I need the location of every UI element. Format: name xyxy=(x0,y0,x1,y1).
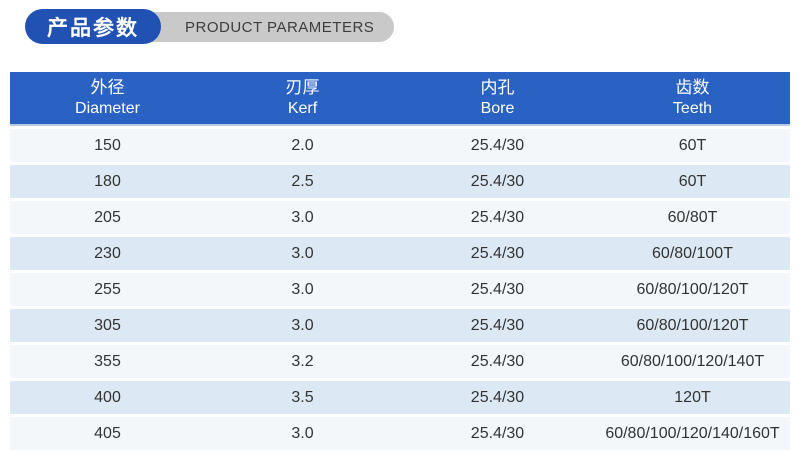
table-cell: 255 xyxy=(10,273,205,306)
column-header-diameter-en: Diameter xyxy=(75,99,140,117)
table-row: 180 2.5 25.4/30 60T xyxy=(10,165,790,198)
table-cell: 60/80/100/120T xyxy=(595,273,790,306)
table-body: 150 2.0 25.4/30 60T 180 2.5 25.4/30 60T 205 3.0 25… xyxy=(10,129,790,450)
table-cell: 25.4/30 xyxy=(400,129,595,162)
table-cell: 60/80/100T xyxy=(595,237,790,270)
title-chinese-pill: 产品参数 xyxy=(25,9,161,44)
table-row: 305 3.0 25.4/30 60/80/100/120T xyxy=(10,309,790,342)
table-row: 205 3.0 25.4/30 60/80T xyxy=(10,201,790,234)
table-cell: 2.0 xyxy=(205,129,400,162)
table-cell: 180 xyxy=(10,165,205,198)
table-cell: 230 xyxy=(10,237,205,270)
table-cell: 400 xyxy=(10,381,205,414)
table-cell: 60T xyxy=(595,129,790,162)
table-cell: 25.4/30 xyxy=(400,237,595,270)
table-cell: 25.4/30 xyxy=(400,273,595,306)
table-cell: 3.0 xyxy=(205,309,400,342)
column-header-kerf-cn: 刃厚 xyxy=(285,78,320,98)
table-cell: 3.0 xyxy=(205,201,400,234)
table-cell: 60/80T xyxy=(595,201,790,234)
column-header-teeth: 齿数 Teeth xyxy=(595,72,790,126)
table-cell: 25.4/30 xyxy=(400,201,595,234)
table-cell: 3.0 xyxy=(205,273,400,306)
table-cell: 205 xyxy=(10,201,205,234)
table-cell: 3.0 xyxy=(205,237,400,270)
table-cell: 3.5 xyxy=(205,381,400,414)
table-row: 150 2.0 25.4/30 60T xyxy=(10,129,790,162)
column-header-bore-en: Bore xyxy=(480,99,515,117)
table-cell: 25.4/30 xyxy=(400,381,595,414)
table-cell: 305 xyxy=(10,309,205,342)
table-header-row: 外径 Diameter 刃厚 Kerf 内孔 Bore 齿数 Teeth xyxy=(10,72,790,126)
column-header-diameter: 外径 Diameter xyxy=(10,72,205,126)
column-header-bore: 内孔 Bore xyxy=(400,72,595,126)
column-header-kerf: 刃厚 Kerf xyxy=(205,72,400,126)
column-header-diameter-cn: 外径 xyxy=(90,78,125,98)
table-cell: 2.5 xyxy=(205,165,400,198)
parameters-table: 外径 Diameter 刃厚 Kerf 内孔 Bore 齿数 Teeth 150… xyxy=(10,69,790,453)
table-cell: 355 xyxy=(10,345,205,378)
title-english: PRODUCT PARAMETERS xyxy=(185,18,375,36)
column-header-bore-cn: 内孔 xyxy=(480,78,515,98)
table-row: 230 3.0 25.4/30 60/80/100T xyxy=(10,237,790,270)
table-cell: 60/80/100/120T xyxy=(595,309,790,342)
column-header-kerf-en: Kerf xyxy=(287,99,318,117)
table-cell: 25.4/30 xyxy=(400,345,595,378)
column-header-teeth-cn: 齿数 xyxy=(675,78,710,98)
column-header-teeth-en: Teeth xyxy=(672,99,713,117)
table-cell: 60T xyxy=(595,165,790,198)
table-cell: 25.4/30 xyxy=(400,165,595,198)
table-cell: 60/80/100/120/140T xyxy=(595,345,790,378)
table-row: 255 3.0 25.4/30 60/80/100/120T xyxy=(10,273,790,306)
table-cell: 120T xyxy=(595,381,790,414)
table-cell: 25.4/30 xyxy=(400,309,595,342)
table-cell: 3.2 xyxy=(205,345,400,378)
table-cell: 150 xyxy=(10,129,205,162)
title-chinese: 产品参数 xyxy=(47,16,139,40)
table-row: 400 3.5 25.4/30 120T xyxy=(10,381,790,414)
table-row: 355 3.2 25.4/30 60/80/100/120/140T xyxy=(10,345,790,378)
